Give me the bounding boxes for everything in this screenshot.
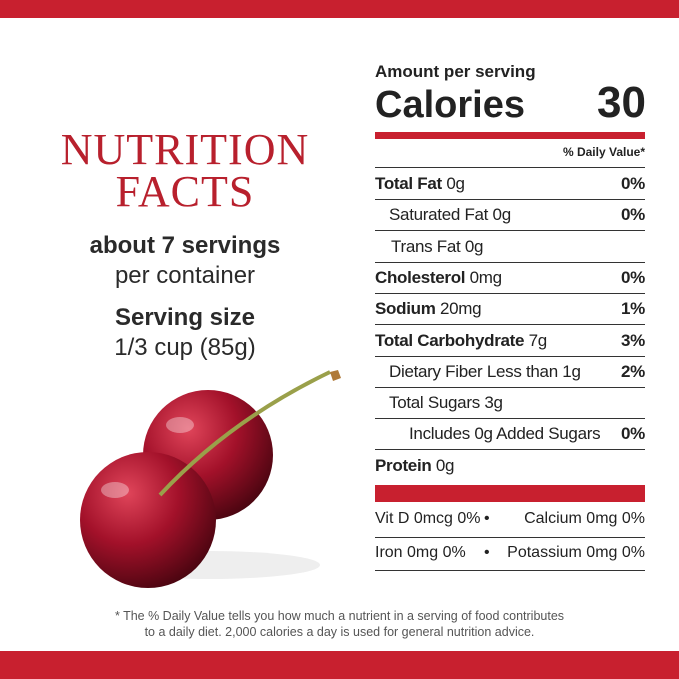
nutrient-label: Dietary Fiber Less than 1g xyxy=(375,362,581,381)
nutrient-name: Dietary Fiber xyxy=(389,361,483,381)
nutrient-amount: 0g xyxy=(435,455,455,475)
rule xyxy=(375,570,645,571)
nutrient-row: Sodium 20mg 1% xyxy=(375,294,645,326)
footnote: to a daily diet. 2,000 calories a day is… xyxy=(144,625,535,639)
nutrient-name: Total Sugars xyxy=(389,393,480,413)
nutrient-row: Cholesterol 0mg 0% xyxy=(375,263,645,294)
daily-value: 2% xyxy=(621,361,645,381)
nutrient-row: Dietary Fiber Less than 1g 2% xyxy=(375,357,645,388)
nutrient-label: Total Sugars 3g xyxy=(375,393,503,412)
nutrient-amount: Less than 1g xyxy=(486,361,581,381)
daily-value: 0% xyxy=(621,205,645,225)
daily-value: 3% xyxy=(621,330,645,350)
nutrient-amount: 0g xyxy=(492,205,512,225)
cherries-illustration xyxy=(80,370,341,588)
nutrient-row: Protein 0g xyxy=(375,451,645,481)
nutrient-amount: 3g xyxy=(484,393,503,413)
rule xyxy=(375,167,645,168)
serving-size: 1/3 cup (85g) xyxy=(114,334,256,361)
title: NUTRITION xyxy=(60,125,310,174)
nutrient-name: Sodium xyxy=(375,299,436,319)
vitamin: Potassium 0mg 0% xyxy=(507,544,645,561)
nutrient-amount: 0mg xyxy=(469,267,502,287)
nutrient-name: Total Carbohydrate xyxy=(375,330,525,350)
nutrient-row: Total Carbohydrate 7g 3% xyxy=(375,326,645,357)
nutrient-label: Includes 0g Added Sugars xyxy=(375,424,601,444)
nutrient-amount: 7g xyxy=(528,330,548,350)
nutrient-name: Total Fat xyxy=(375,174,442,193)
nutrient-name: Includes 0g Added Sugars xyxy=(409,424,601,444)
nutrient-label: Total Fat 0g xyxy=(375,174,465,193)
top-band xyxy=(0,0,679,18)
nutrient-amount: 0g xyxy=(464,236,484,256)
nutrient-name: Protein xyxy=(375,455,432,475)
servings: about 7 servings xyxy=(89,232,281,259)
nutrient-row: Total Sugars 3g xyxy=(375,388,645,420)
vitamin: Calcium 0mg 0% xyxy=(524,510,645,527)
title: FACTS xyxy=(115,167,255,216)
nutrient-label: Cholesterol 0mg xyxy=(375,268,502,287)
bullet: • xyxy=(484,544,490,561)
rule xyxy=(375,132,645,139)
daily-value: 1% xyxy=(621,299,645,319)
nutrient-label: Trans Fat 0g xyxy=(375,237,483,256)
calories-label: Calories xyxy=(375,84,525,126)
nutrient-name: Saturated Fat xyxy=(389,205,489,225)
nutrient-name: Cholesterol xyxy=(375,267,466,287)
daily-value: 0% xyxy=(621,424,645,444)
nutrient-row: Saturated Fat 0g 0% xyxy=(375,200,645,232)
dv-header: % Daily Value* xyxy=(562,145,645,159)
bullet: • xyxy=(484,510,490,527)
daily-value: 0% xyxy=(621,267,645,287)
serving-size-label: Serving size xyxy=(114,304,256,331)
nutrient-row: Total Fat 0g 0% xyxy=(375,169,645,200)
rule xyxy=(375,537,645,538)
nutrient-label: Sodium 20mg xyxy=(375,299,482,319)
vitamin: Iron 0mg 0% xyxy=(375,544,466,561)
nutrient-label: Protein 0g xyxy=(375,455,455,475)
vitamin: Vit D 0mcg 0% xyxy=(375,510,481,527)
nutrient-amount: 0g xyxy=(446,174,465,193)
daily-value: 0% xyxy=(621,174,645,193)
nutrient-row: Trans Fat 0g xyxy=(375,232,645,263)
calories-value: 30 xyxy=(597,78,646,127)
servings-note: per container xyxy=(114,262,256,289)
nutrient-label: Total Carbohydrate 7g xyxy=(375,331,547,350)
footnote: * The % Daily Value tells you how much a… xyxy=(114,609,565,623)
nutrient-label: Saturated Fat 0g xyxy=(375,205,511,224)
amount-per-serving: Amount per serving xyxy=(375,62,536,81)
rule xyxy=(375,485,645,502)
nutrient-name: Trans Fat xyxy=(391,236,461,256)
nutrient-row: Includes 0g Added Sugars 0% xyxy=(375,419,645,451)
nutrient-amount: 20mg xyxy=(439,299,482,319)
bottom-band xyxy=(0,651,679,679)
